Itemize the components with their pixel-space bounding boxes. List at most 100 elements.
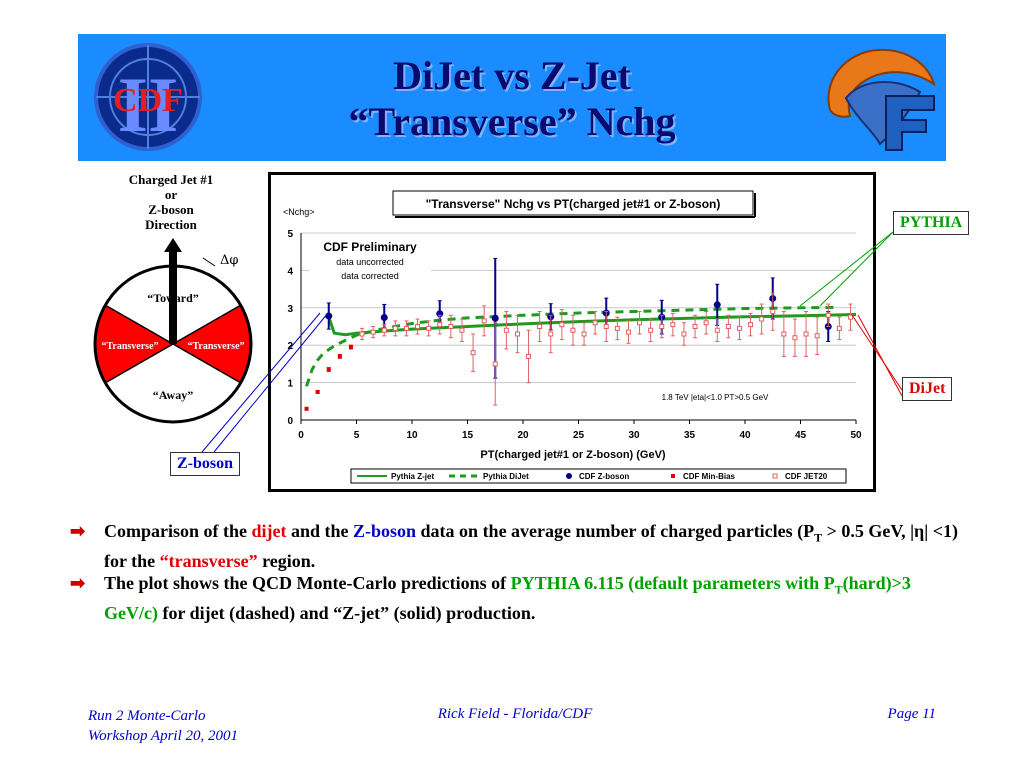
x-tick-label: 35: [684, 430, 696, 441]
legend-swatch-cdf-jet20: [772, 473, 778, 479]
bullet-text-1: Comparison of the dijet and the Z-boson …: [104, 520, 964, 573]
point-cdf-jet20: [603, 324, 609, 329]
x-tick-label: 15: [462, 430, 474, 441]
y-tick-label: 4: [287, 266, 293, 277]
point-cdf-jet20: [725, 324, 731, 329]
x-axis-label: PT(charged jet#1 or Z-boson) (GeV): [480, 449, 666, 461]
point-cdf-z-boson: [380, 314, 388, 322]
footer-left-line1: Run 2 Monte-Carlo: [88, 708, 206, 724]
point-cdf-jet20: [847, 314, 853, 320]
arrow-bullet-icon: ➡: [70, 521, 86, 541]
bullet-1-run-2: dijet: [251, 521, 287, 541]
pythia-callout: PYTHIA: [893, 211, 970, 235]
point-cdf-jet20: [592, 320, 598, 326]
y-tick-label: 1: [287, 379, 293, 390]
legend-label: Pythia Z-jet: [391, 472, 434, 481]
point-cdf-jet20: [392, 325, 398, 331]
legend-label: CDF Min-Bias: [683, 472, 736, 481]
point-cdf-min-bias: [326, 367, 331, 372]
bullet-1-run-9: region.: [257, 550, 316, 571]
point-cdf-z-boson: [713, 301, 721, 309]
away-label: “Away”: [153, 388, 193, 402]
jet-direction-arrow: [169, 248, 177, 344]
point-cdf-min-bias: [348, 345, 353, 350]
x-tick-label: 50: [850, 430, 862, 441]
cdf-logo: II CDF: [94, 43, 202, 151]
cdf-logo-numeral: II: [118, 61, 179, 148]
x-tick-label: 40: [739, 430, 751, 441]
cdf-logo-text: CDF: [113, 82, 183, 119]
bullet-2-run-2: PYTHIA 6.115 (default parameters with P: [510, 573, 835, 593]
point-cdf-min-bias: [315, 389, 320, 394]
x-tick-label: 25: [573, 430, 585, 441]
y-tick-label: 2: [287, 341, 293, 352]
point-cdf-jet20: [437, 322, 443, 328]
point-cdf-jet20: [481, 318, 487, 324]
point-cdf-jet20: [526, 353, 532, 359]
point-cdf-jet20: [792, 335, 798, 341]
bullet-list: ➡ Comparison of the dijet and the Z-boso…: [70, 520, 970, 630]
point-cdf-jet20: [470, 350, 476, 356]
x-tick-label: 5: [354, 430, 360, 441]
point-cdf-jet20: [370, 329, 376, 335]
point-cdf-jet20: [836, 325, 842, 331]
point-cdf-jet20: [781, 331, 787, 337]
point-cdf-jet20: [548, 331, 554, 337]
bullet-1-run-5: data on the average number of charged pa…: [416, 521, 815, 541]
point-cdf-jet20: [559, 322, 565, 328]
point-cdf-jet20: [581, 331, 587, 337]
y-tick-label: 3: [287, 304, 293, 315]
bullet-2-run-3: T: [834, 582, 843, 597]
chart-frame: "Transverse" Nchg vs PT(charged jet#1 or…: [268, 172, 876, 492]
transverse-right-label: “Transverse”: [187, 341, 244, 352]
legend-box: [350, 468, 847, 484]
point-cdf-jet20: [403, 325, 409, 331]
point-cdf-jet20: [759, 316, 765, 322]
point-cdf-jet20: [503, 327, 509, 333]
y-tick-label: 0: [287, 416, 293, 427]
page-title-line2: “Transverse” Nchg: [348, 99, 676, 144]
point-cdf-jet20: [614, 325, 620, 331]
bullet-1-run-6: T: [814, 530, 823, 545]
legend-label: CDF Z-boson: [579, 472, 629, 481]
point-cdf-jet20: [714, 327, 720, 333]
point-cdf-jet20: [748, 322, 754, 328]
x-tick-label: 20: [517, 430, 529, 441]
arrow-bullet-icon: ➡: [70, 573, 86, 593]
bullet-1-run-3: and the: [286, 521, 354, 541]
direction-label: Charged Jet #1 or Z-boson Direction: [96, 172, 246, 232]
cuts-annotation: 1.8 TeV |eta|<1.0 PT>0.5 GeV: [662, 393, 769, 402]
direction-label-line4: Direction: [145, 217, 197, 232]
bullet-text-2: The plot shows the QCD Monte-Carlo predi…: [104, 572, 964, 625]
point-cdf-jet20: [670, 322, 676, 328]
uncorrected-annotation: data uncorrected: [336, 257, 404, 267]
point-cdf-jet20: [448, 324, 454, 329]
direction-label-line1: Charged Jet #1: [128, 172, 214, 187]
legend-label: CDF JET20: [785, 472, 828, 481]
page-title-line1: DiJet vs Z-Jet: [393, 53, 631, 98]
point-cdf-min-bias: [304, 406, 309, 411]
footer-left-line2: Workshop April 20, 2001: [88, 728, 239, 744]
legend-swatch-cdf-z-boson: [566, 473, 572, 479]
x-tick-label: 10: [406, 430, 418, 441]
y-axis-label: <Nchg>: [283, 207, 315, 217]
point-cdf-jet20: [570, 327, 576, 333]
direction-label-line3: Z-boson: [148, 202, 194, 217]
point-cdf-jet20: [681, 331, 687, 337]
chart-title: "Transverse" Nchg vs PT(charged jet#1 or…: [426, 197, 721, 211]
legend-swatch-cdf-min-bias: [671, 474, 675, 478]
uf-logo: [827, 48, 936, 151]
point-cdf-jet20: [692, 324, 698, 329]
y-tick-label: 5: [287, 229, 293, 240]
point-cdf-jet20: [770, 309, 776, 315]
bullet-2-run-1: The plot shows the QCD Monte-Carlo predi…: [104, 573, 511, 593]
point-cdf-jet20: [659, 324, 665, 329]
legend-label: Pythia DiJet: [483, 472, 529, 481]
prelim-annotation: CDF Preliminary: [323, 240, 417, 254]
x-tick-label: 30: [628, 430, 640, 441]
arrow-head-icon: [164, 238, 182, 252]
chart-svg: "Transverse" Nchg vs PT(charged jet#1 or…: [283, 190, 862, 484]
point-cdf-jet20: [825, 312, 831, 318]
point-cdf-jet20: [803, 331, 809, 337]
prelim-box: [309, 239, 431, 289]
